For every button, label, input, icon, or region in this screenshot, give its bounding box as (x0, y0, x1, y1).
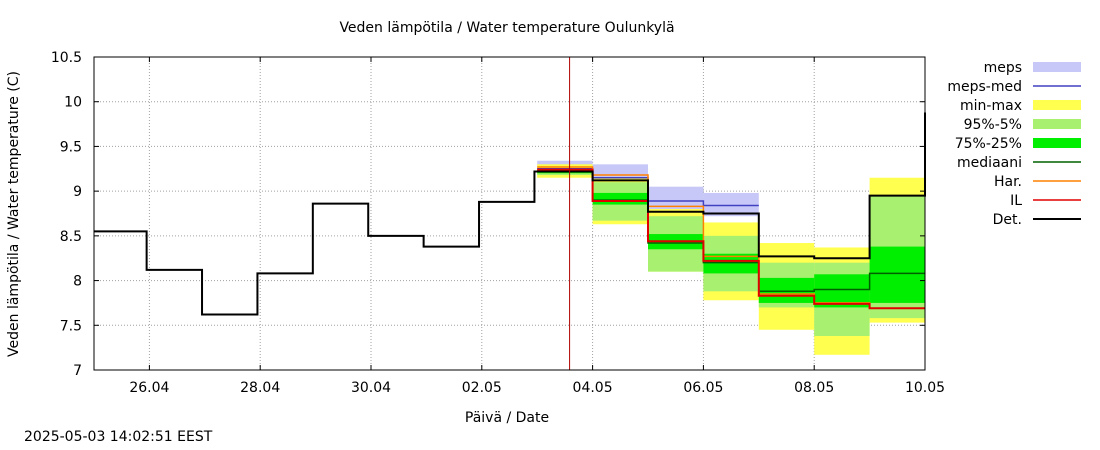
p75-25-band (869, 246, 925, 303)
x-tick-label: 28.04 (240, 380, 280, 396)
p75-25-band (592, 192, 648, 205)
x-tick-label: 06.05 (683, 380, 723, 396)
y-tick-label: 9.5 (60, 139, 82, 155)
meps-band (648, 186, 704, 211)
il-line (537, 168, 925, 310)
chart-title: Veden lämpötila / Water temperature Oulu… (339, 20, 674, 36)
legend-swatch (1033, 100, 1081, 110)
det-observed-line (94, 170, 593, 316)
det-forecast-line (537, 112, 926, 260)
y-tick-label: 10.5 (51, 50, 82, 66)
y-tick-label: 8 (73, 274, 82, 290)
y-axis-label: Veden lämpötila / Water temperature (C) (6, 71, 22, 357)
timestamp: 2025-05-03 14:02:51 EEST (24, 429, 213, 445)
plot-area-frame (93, 56, 926, 371)
legend-label: Det. (993, 212, 1022, 228)
forecast-bands (537, 160, 925, 355)
legend-label: meps-med (947, 79, 1022, 95)
axes: 7 7.5 8 8.5 9 9.5 10 10.5 26.04 28.04 30.04 02.05 04… (51, 50, 945, 396)
legend-label: IL (1010, 193, 1022, 209)
legend-label: 95%-5% (964, 117, 1022, 133)
y-tick-label: 8.5 (60, 229, 82, 245)
x-tick-label: 10.05 (905, 380, 945, 396)
y-tick-label: 9 (73, 184, 82, 200)
y-tick-label: 7.5 (60, 318, 82, 334)
legend-swatch (1033, 138, 1081, 148)
p75-25-band (814, 274, 870, 308)
p75-25-band (758, 277, 815, 303)
legend-label: Har. (994, 174, 1022, 190)
x-tick-label: 04.05 (573, 380, 613, 396)
legend-label: mediaani (957, 155, 1022, 171)
x-tick-label: 30.04 (351, 380, 391, 396)
meps-band (703, 192, 759, 217)
y-tick-label: 10 (64, 95, 82, 111)
legend-swatch (1033, 62, 1081, 72)
legend-label: 75%-25% (955, 136, 1022, 152)
legend-swatch (1033, 119, 1081, 129)
p75-25-band (703, 253, 759, 274)
x-tick-label: 26.04 (129, 380, 169, 396)
y-tick-label: 7 (73, 363, 82, 379)
legend: meps meps-med min-max 95%-5% 75%-25% mediaani… (947, 60, 1081, 228)
legend-label: meps (984, 60, 1022, 76)
series-lines (94, 57, 926, 370)
x-tick-label: 02.05 (462, 380, 502, 396)
x-tick-label: 08.05 (794, 380, 834, 396)
x-axis-label: Päivä / Date (465, 410, 549, 426)
legend-label: min-max (960, 98, 1022, 114)
